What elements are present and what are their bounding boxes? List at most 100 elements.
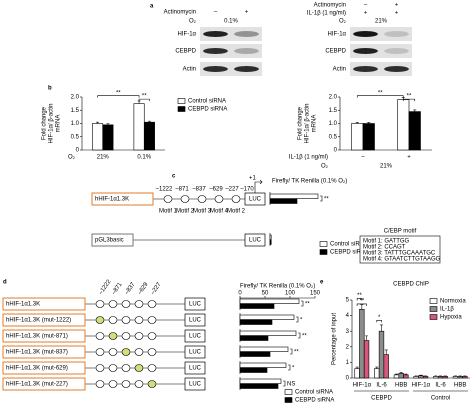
legend-label: Control siRNA: [188, 99, 226, 105]
legend-swatch: [320, 250, 327, 255]
lane-label: +: [395, 3, 399, 9]
lane-label: –: [364, 3, 368, 9]
significance-bracket: [296, 317, 298, 322]
y-axis-label: Percentage of input: [332, 313, 338, 365]
significance-bracket: [320, 196, 322, 201]
lane-label: +: [364, 11, 368, 17]
band: [384, 48, 409, 54]
motif: [164, 196, 172, 203]
luc-label: LUC: [249, 197, 262, 203]
lane-label: +: [395, 11, 399, 17]
y-axis-label: Fold change: [298, 106, 304, 140]
y-tick-label: 4: [346, 313, 350, 319]
x-tick-label: HBB: [395, 383, 407, 389]
y-tick-label: 5: [346, 298, 350, 304]
motif: [135, 365, 143, 372]
motif: [96, 333, 104, 340]
significance: **: [302, 334, 307, 340]
legend-label: CEBPD siRNA: [188, 107, 227, 113]
y-tick-label: 0: [346, 376, 350, 382]
legend-swatch: [178, 107, 185, 112]
band: [353, 66, 378, 72]
motif: [122, 365, 130, 372]
group-label: Control: [431, 396, 450, 402]
bar: [240, 336, 268, 341]
position-label: –837: [124, 281, 137, 296]
legend-swatch: [285, 390, 292, 395]
band: [234, 66, 259, 72]
lane-label: 0.1%: [224, 19, 238, 25]
band: [234, 48, 259, 54]
bar: [355, 369, 360, 378]
motif-label: Motif 2: [227, 209, 246, 215]
bar: [270, 240, 271, 245]
motif-row: Motif 4: GTAATCTTGTAAGG: [363, 257, 441, 263]
significance-bracket: [288, 365, 290, 370]
motif: [122, 317, 130, 324]
position-label: –629: [209, 187, 223, 193]
luc-label: LUC: [189, 366, 202, 372]
significance: **: [359, 298, 364, 304]
significance: *: [292, 366, 295, 372]
bar: [414, 376, 419, 378]
bar: [364, 341, 369, 378]
bar: [240, 347, 288, 352]
chart-title: CEBPD ChIP: [393, 282, 429, 288]
chart-title: Firefly/ TK Renilla (0.1% O₂): [272, 179, 347, 185]
x-tick-label: 0: [238, 291, 242, 297]
blot-label: Actin: [333, 67, 346, 73]
bar: [270, 235, 271, 240]
y-tick-label: 0: [334, 148, 338, 154]
luc-label: LUC: [189, 302, 202, 308]
blot-header: Actinomycin: [314, 3, 346, 9]
construct-label: hHIF-1α1.3K: [6, 302, 40, 308]
blot-label: Actin: [183, 67, 196, 73]
motif: [109, 349, 117, 356]
significance: **: [294, 350, 299, 356]
y-tick-label: 2.0: [329, 95, 338, 101]
x-tick-label: 21%: [97, 155, 110, 161]
band: [203, 31, 228, 37]
luc-label: LUC: [189, 334, 202, 340]
band: [234, 31, 259, 37]
motif: [96, 349, 104, 356]
significance: **: [324, 197, 329, 203]
construct-label: hHIF-1α1.3K (mut-837): [6, 350, 68, 356]
lane-label: +: [245, 10, 249, 16]
motif: [96, 381, 104, 388]
significance: **: [407, 94, 412, 100]
significance: **: [378, 90, 383, 96]
legend-label: IL-1β: [440, 307, 454, 313]
y-axis-label: HIF-1α/ β-actin: [305, 104, 311, 144]
y-tick-label: 1.5: [329, 108, 338, 114]
position-label: –871: [175, 187, 189, 193]
band: [203, 66, 228, 72]
motif-label: Motif 2: [176, 209, 195, 215]
condition-value: 21%: [380, 164, 393, 170]
construct-label: hHIF-1α1.3K (mut-629): [6, 366, 68, 372]
position-label: –1222: [156, 187, 173, 193]
motif: [109, 333, 117, 340]
motif: [135, 381, 143, 388]
bar: [144, 122, 154, 150]
bar: [359, 309, 364, 378]
bar: [240, 331, 296, 336]
significance: *: [300, 318, 303, 324]
position-label: –227: [225, 187, 239, 193]
significance: **: [305, 302, 310, 308]
legend-label: Hypoxia: [440, 315, 462, 321]
bar: [363, 124, 375, 151]
y-tick-label: 1.0: [329, 121, 338, 127]
construct-label: pGL3basic: [95, 238, 124, 244]
position-label: –629: [137, 281, 150, 296]
band: [353, 48, 378, 54]
motif: [232, 196, 240, 203]
motif: [148, 381, 156, 388]
tss-label: +1: [249, 176, 257, 182]
motif: [148, 301, 156, 308]
bar: [404, 375, 409, 378]
legend-swatch: [430, 307, 437, 312]
y-axis-label: Fold change: [42, 106, 48, 140]
y-tick-label: 0: [76, 148, 80, 154]
y-axis-label: mRNA: [56, 115, 62, 133]
